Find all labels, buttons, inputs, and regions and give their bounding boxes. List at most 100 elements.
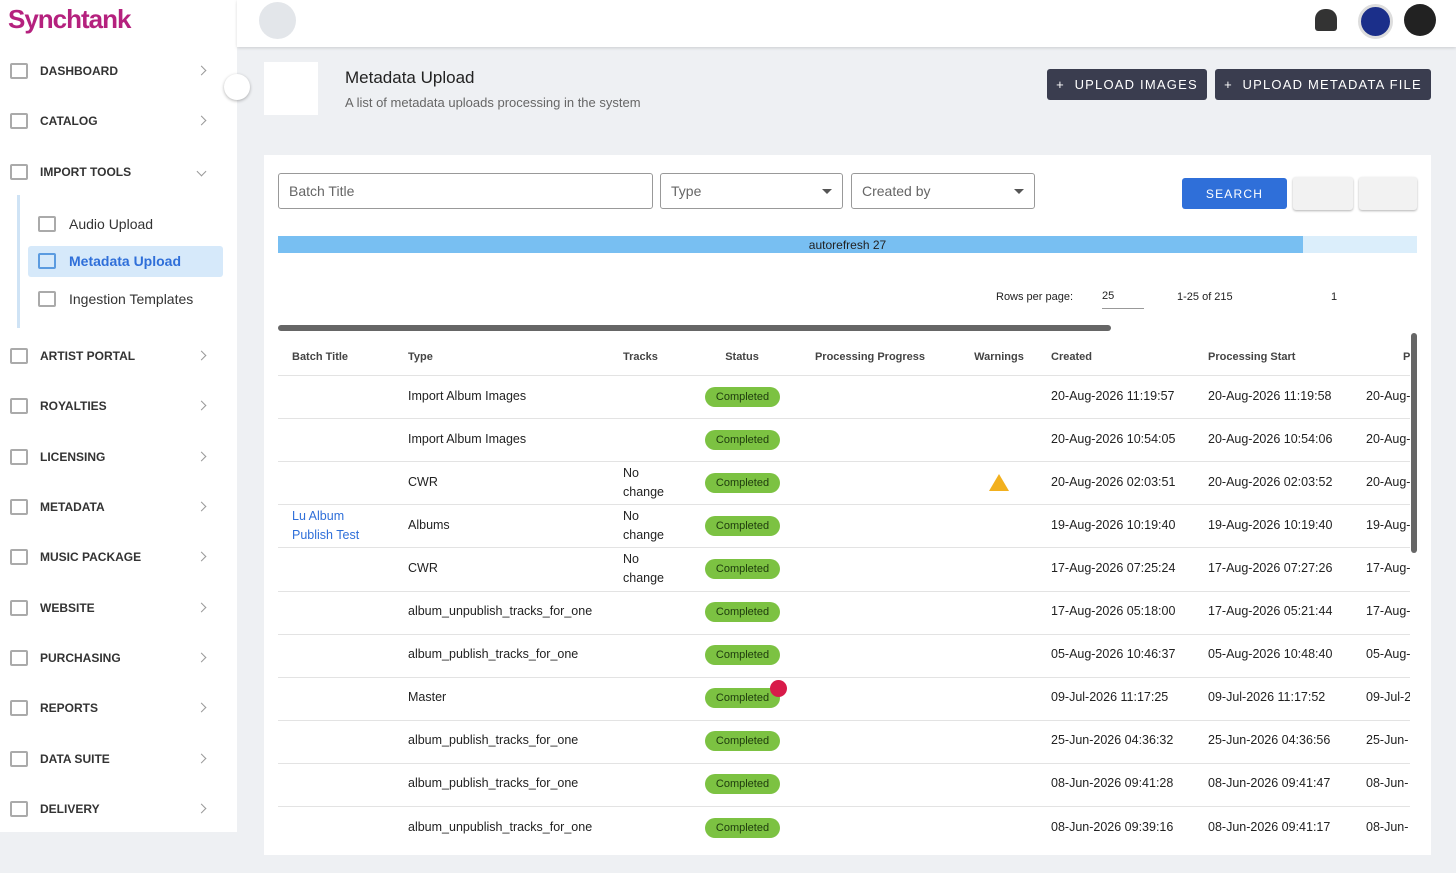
table-cell: 17-Aug-2026 07:25:24 xyxy=(1051,560,1176,575)
nav-item[interactable]: LICENSING xyxy=(40,450,106,464)
batch-link[interactable]: Lu Album Publish Test xyxy=(292,508,360,542)
nav-item[interactable]: ARTIST PORTAL xyxy=(40,349,136,363)
select-label: Created by xyxy=(862,183,931,199)
nav-chevron xyxy=(196,702,207,713)
nav-item[interactable]: METADATA xyxy=(40,500,105,514)
nav-icon xyxy=(10,348,28,364)
notifications[interactable] xyxy=(1315,9,1337,31)
nav-subitem[interactable]: Metadata Upload xyxy=(69,253,182,269)
rows-per-page-select[interactable]: 25 xyxy=(1102,290,1144,309)
upload-images-button[interactable]: + UPLOAD IMAGES xyxy=(1047,69,1207,100)
table: Batch Title Type Tracks Status Processing Pr… xyxy=(278,333,1410,873)
nav-item[interactable]: REPORTS xyxy=(40,701,99,715)
table-cell: 19-Aug-2026 10:19:40 xyxy=(1051,517,1176,532)
nav-chevron xyxy=(196,501,207,512)
table-cell: 20-Aug-2026 02:03:51 xyxy=(1051,474,1176,489)
table-cell: album_publish_tracks_for_one xyxy=(408,776,579,791)
table-cell: Import Album Images xyxy=(408,431,527,446)
page-subtitle: A list of metadata uploads processing in… xyxy=(345,95,641,110)
nav-chevron xyxy=(196,400,207,411)
select-label: Type xyxy=(671,183,702,199)
column-header: Type xyxy=(408,351,433,363)
search-button[interactable] xyxy=(259,2,296,39)
table-cell: 09-Jul-2026 11:17:25 xyxy=(1051,690,1169,705)
collapse-button[interactable] xyxy=(224,74,250,100)
table-cell: album_publish_tracks_for_one xyxy=(408,733,579,748)
upload-metadata-button[interactable]: + UPLOAD METADATA FILE xyxy=(1215,69,1431,100)
nav-icon xyxy=(10,398,28,414)
status-chip: Completed xyxy=(705,817,780,838)
row-divider xyxy=(278,806,1410,807)
nav-icon xyxy=(10,113,28,129)
type-select[interactable]: Type xyxy=(660,173,843,209)
nav-item[interactable]: CATALOG xyxy=(40,114,98,128)
table-cell: 05-Aug-2026 10:48:40 xyxy=(1208,647,1333,662)
table-cell: 17-Aug-2026 05:18:00 xyxy=(1051,604,1176,619)
status-chip: Completed xyxy=(705,472,780,493)
status-chip: Completed xyxy=(705,645,780,666)
table-cell: 20-Aug- xyxy=(1366,431,1410,446)
table-cell: 17-Aug- xyxy=(1366,604,1410,619)
nav-item[interactable]: DASHBOARD xyxy=(40,64,118,78)
logo[interactable]: Synchtank xyxy=(8,4,131,34)
table-cell: album_publish_tracks_for_one xyxy=(408,647,579,662)
table-cell: 05-Aug-2026 10:46:37 xyxy=(1051,647,1176,662)
language[interactable] xyxy=(1358,4,1393,39)
nav-chevron xyxy=(196,803,207,814)
nav-icon xyxy=(10,700,28,716)
nav-item[interactable]: ROYALTIES xyxy=(40,399,107,413)
search-button[interactable]: SEARCH xyxy=(1182,178,1287,209)
column-header: P xyxy=(1403,351,1410,363)
button-label: UPLOAD IMAGES xyxy=(1074,77,1198,92)
nav-item[interactable]: DATA SUITE xyxy=(40,752,110,766)
nav-icon xyxy=(10,600,28,616)
nav-item[interactable]: DELIVERY xyxy=(40,802,100,816)
autorefresh-track: autorefresh 27 xyxy=(278,236,1417,253)
columns-button[interactable] xyxy=(1359,177,1417,210)
column-header: Batch Title xyxy=(292,351,349,363)
nav-subitem[interactable]: Audio Upload xyxy=(69,216,154,232)
column-header: Processing Start xyxy=(1208,351,1296,363)
nav-item[interactable]: WEBSITE xyxy=(40,601,95,615)
vertical-scrollbar[interactable] xyxy=(1411,333,1417,553)
nav-item[interactable]: PURCHASING xyxy=(40,651,121,665)
table-cell: 17-Aug- xyxy=(1366,560,1410,575)
table-cell: Albums xyxy=(408,517,450,532)
nav-active-bg xyxy=(28,246,223,277)
button-label: + xyxy=(1224,77,1243,92)
nav-item[interactable]: IMPORT TOOLS xyxy=(40,165,132,179)
account[interactable] xyxy=(1404,4,1436,36)
column-header: Processing Progress xyxy=(814,351,926,363)
row-divider xyxy=(278,590,1410,592)
nav-subitem[interactable]: Ingestion Templates xyxy=(69,291,194,307)
error-badge xyxy=(770,680,787,698)
batch-title-input[interactable]: Batch Title xyxy=(278,173,653,209)
table-cell: 09-Jul-2 xyxy=(1366,690,1410,705)
row-divider xyxy=(278,719,1410,721)
table-cell: 05-Aug- xyxy=(1366,647,1410,662)
created-by-select[interactable]: Created by xyxy=(851,173,1035,209)
nav-icon xyxy=(10,549,28,565)
nav-item[interactable]: MUSIC PACKAGE xyxy=(40,550,142,564)
horizontal-scrollbar[interactable] xyxy=(278,325,1111,331)
table-cell: 08-Jun-2026 09:41:47 xyxy=(1208,776,1331,791)
table-cell: album_unpublish_tracks_for_one xyxy=(408,819,593,834)
row-divider xyxy=(278,418,1410,420)
status-chip: Completed xyxy=(705,558,780,579)
table-cell: 25-Jun- xyxy=(1366,733,1409,748)
button-label: SEARCH xyxy=(1205,186,1264,201)
table-cell: 08-Jun-2026 09:41:17 xyxy=(1208,819,1331,834)
nav-chevron xyxy=(196,65,207,76)
content-card: Batch Title Type Created by SEARCH autor… xyxy=(264,155,1431,855)
nav-icon xyxy=(38,253,56,269)
warning-icon xyxy=(989,473,1009,491)
clear-filters-button[interactable] xyxy=(1293,177,1353,210)
status-chip: Completed xyxy=(705,774,780,795)
page-icon xyxy=(264,62,318,115)
select-value: 25 xyxy=(1102,290,1115,302)
table-cell: CWR xyxy=(408,560,438,575)
nav-icon xyxy=(10,449,28,465)
table-cell: 20-Aug-2026 10:54:06 xyxy=(1208,431,1333,446)
table-cell: 09-Jul-2026 11:17:52 xyxy=(1208,690,1326,705)
status-chip: Completed xyxy=(705,602,780,623)
